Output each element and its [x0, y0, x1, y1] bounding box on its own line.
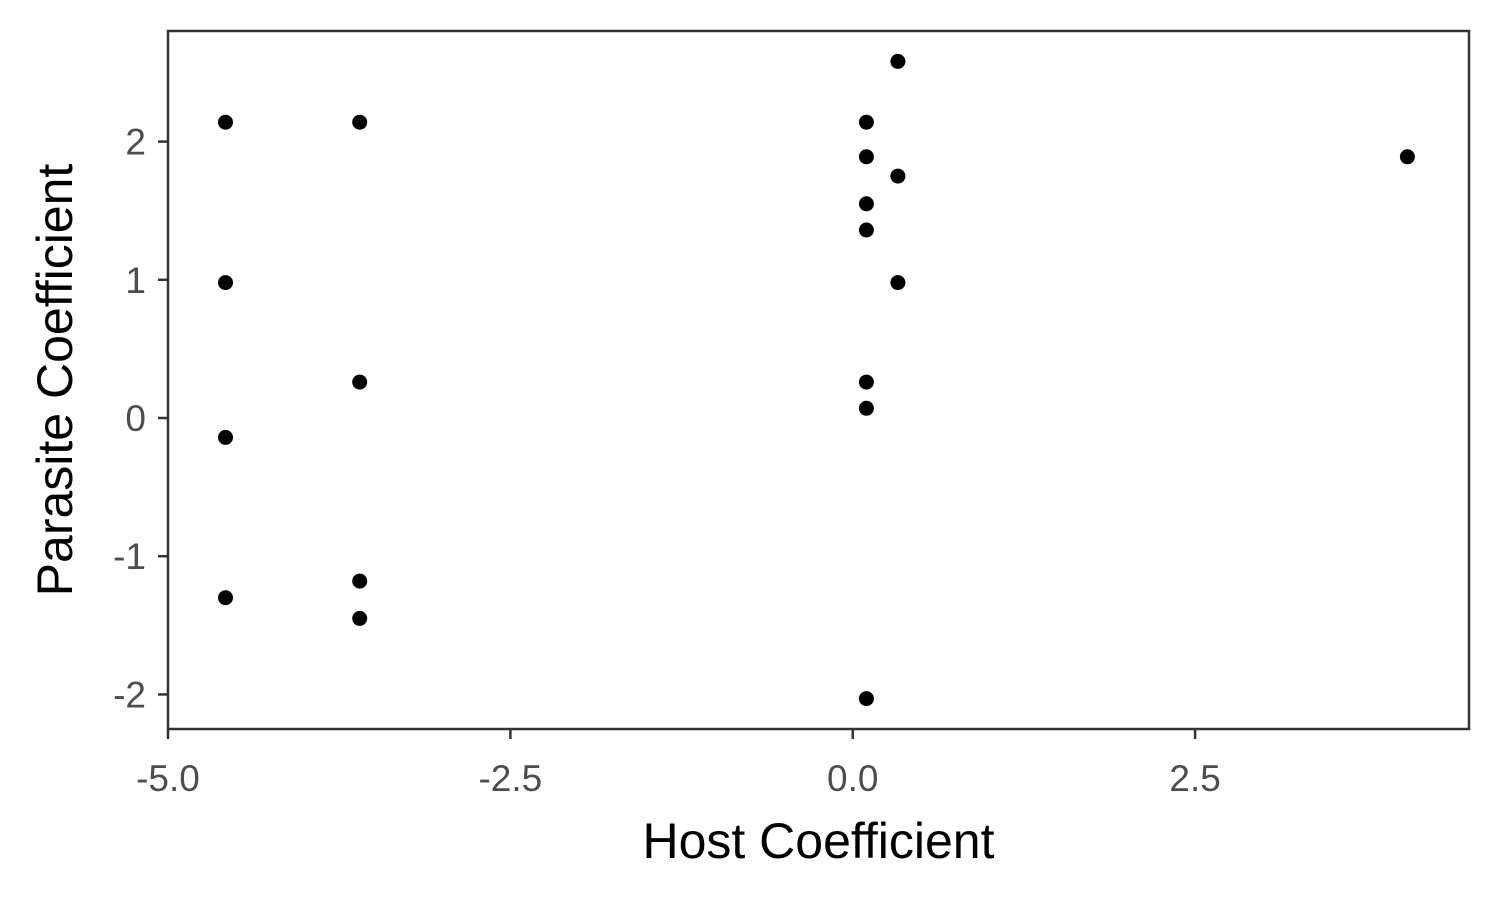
x-tick-label: 0.0 [827, 758, 878, 799]
y-tick-label: -2 [113, 674, 146, 715]
x-axis-title: Host Coefficient [642, 813, 994, 869]
y-axis: -2 -1 0 1 2 [113, 122, 168, 715]
data-point [858, 149, 874, 165]
data-point [858, 374, 874, 390]
data-points [218, 53, 1415, 707]
y-tick-label: -1 [113, 536, 146, 577]
data-point [352, 573, 368, 589]
data-point [858, 114, 874, 130]
x-tick-label: -5.0 [136, 758, 200, 799]
data-point [352, 374, 368, 390]
data-point [1399, 149, 1415, 165]
y-tick-label: 0 [125, 398, 146, 439]
data-point [890, 168, 906, 184]
x-tick-label: 2.5 [1169, 758, 1220, 799]
data-point [218, 429, 233, 445]
data-point [890, 275, 906, 291]
data-point [352, 610, 368, 626]
data-point [218, 114, 233, 130]
data-point [858, 222, 874, 238]
data-point [858, 196, 874, 212]
data-point [218, 590, 233, 606]
x-tick-label: -2.5 [478, 758, 542, 799]
y-axis-title: Parasite Coefficient [27, 164, 83, 597]
y-tick-label: 2 [125, 122, 146, 163]
data-point [352, 114, 368, 130]
data-point [218, 275, 233, 291]
data-point [858, 400, 874, 416]
data-point [890, 53, 906, 69]
data-point [858, 691, 874, 707]
plot-panel-border [166, 29, 1471, 731]
x-axis: -5.0 -2.5 0.0 2.5 [136, 729, 1221, 799]
y-tick-label: 1 [125, 260, 146, 301]
